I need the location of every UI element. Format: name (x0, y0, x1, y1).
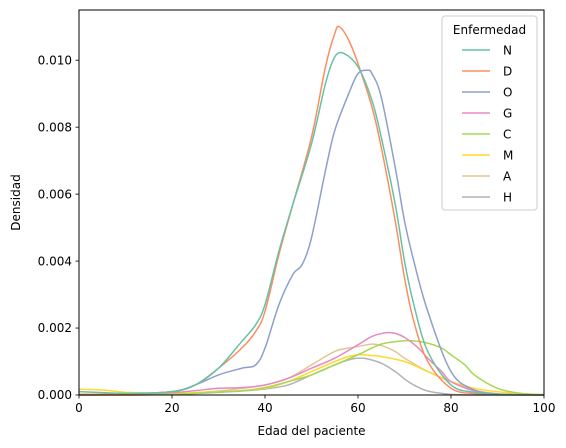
legend-label-G: G (503, 107, 512, 121)
legend-label-O: O (503, 86, 512, 100)
legend-label-H: H (503, 191, 512, 205)
y-axis-label: Densidad (9, 174, 23, 230)
series-line-G (78, 331, 545, 396)
y-axis: 0.000 0.002 0.004 0.006 0.008 0.010 (38, 53, 79, 402)
x-tick-label: 40 (257, 401, 272, 415)
series-line-O (78, 69, 545, 396)
legend-title: Enfermedad (453, 23, 526, 37)
x-tick-label: 20 (164, 401, 179, 415)
x-axis-label: Edad del paciente (257, 424, 365, 438)
y-tick-label: 0.002 (38, 321, 72, 335)
series-curves (78, 25, 545, 396)
y-tick-label: 0.000 (38, 388, 72, 402)
x-tick-label: 0 (75, 401, 83, 415)
legend-label-C: C (503, 128, 511, 142)
x-tick-label: 100 (533, 401, 556, 415)
legend-label-A: A (503, 170, 512, 184)
x-axis: 0 20 40 60 80 100 (75, 395, 555, 415)
x-tick-label: 60 (350, 401, 365, 415)
x-tick-label: 80 (443, 401, 458, 415)
legend-label-M: M (503, 149, 513, 163)
legend-label-D: D (503, 65, 512, 79)
plot-frame (78, 9, 545, 396)
series-line-N (78, 51, 545, 396)
series-line-C (78, 339, 545, 396)
y-tick-label: 0.006 (38, 187, 72, 201)
y-tick-label: 0.010 (38, 53, 72, 67)
y-tick-label: 0.008 (38, 120, 72, 134)
y-tick-label: 0.004 (38, 254, 72, 268)
series-line-A (78, 343, 545, 396)
legend-label-N: N (503, 44, 512, 58)
